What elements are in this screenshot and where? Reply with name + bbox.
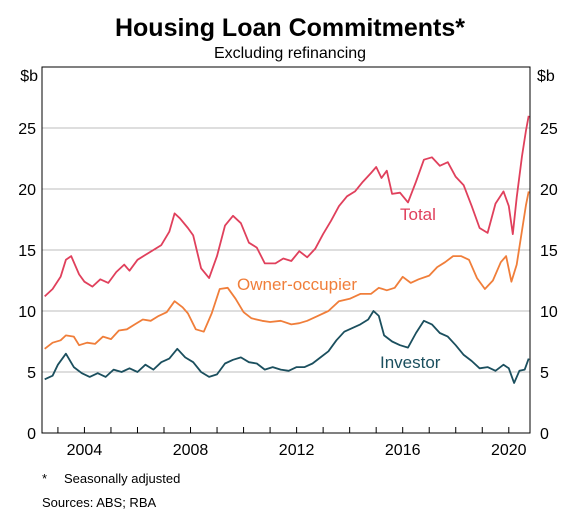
y-tick-right-15: 15 (540, 243, 558, 260)
y-unit-right: $b (537, 68, 555, 85)
y-tick-right-5: 5 (540, 365, 549, 382)
series-line-total (44, 115, 530, 298)
series-label-total: Total (400, 205, 436, 224)
series-line-investor (44, 310, 530, 384)
y-tick-left-20: 20 (18, 182, 36, 199)
source-note: Sources: ABS; RBA (42, 495, 156, 510)
series-label-owner-occupier: Owner-occupier (237, 275, 357, 294)
y-unit-left: $b (20, 68, 38, 85)
y-tick-left-25: 25 (18, 121, 36, 138)
x-tick-2004: 2004 (67, 442, 103, 459)
series-lines (44, 115, 530, 384)
footnote-marker: * (42, 471, 47, 486)
gridlines (42, 127, 530, 373)
x-tick-2016: 2016 (385, 442, 421, 459)
y-tick-right-25: 25 (540, 121, 558, 138)
x-tick-2020: 2020 (491, 442, 527, 459)
y-tick-left-0: 0 (27, 426, 36, 443)
series-label-investor: Investor (380, 353, 441, 372)
y-tick-right-20: 20 (540, 182, 558, 199)
series-line-owner-occupier (44, 191, 530, 350)
y-tick-right-0: 0 (540, 426, 549, 443)
chart-subtitle: Excluding refinancing (214, 45, 366, 62)
y-tick-left-10: 10 (18, 304, 36, 321)
y-tick-left-15: 15 (18, 243, 36, 260)
chart-title: Housing Loan Commitments* (115, 14, 465, 42)
x-tick-2008: 2008 (173, 442, 209, 459)
x-tick-2012: 2012 (279, 442, 315, 459)
y-tick-right-10: 10 (540, 304, 558, 321)
plot-frame (41, 66, 531, 434)
y-tick-left-5: 5 (27, 365, 36, 382)
footnote-text: Seasonally adjusted (64, 471, 180, 486)
